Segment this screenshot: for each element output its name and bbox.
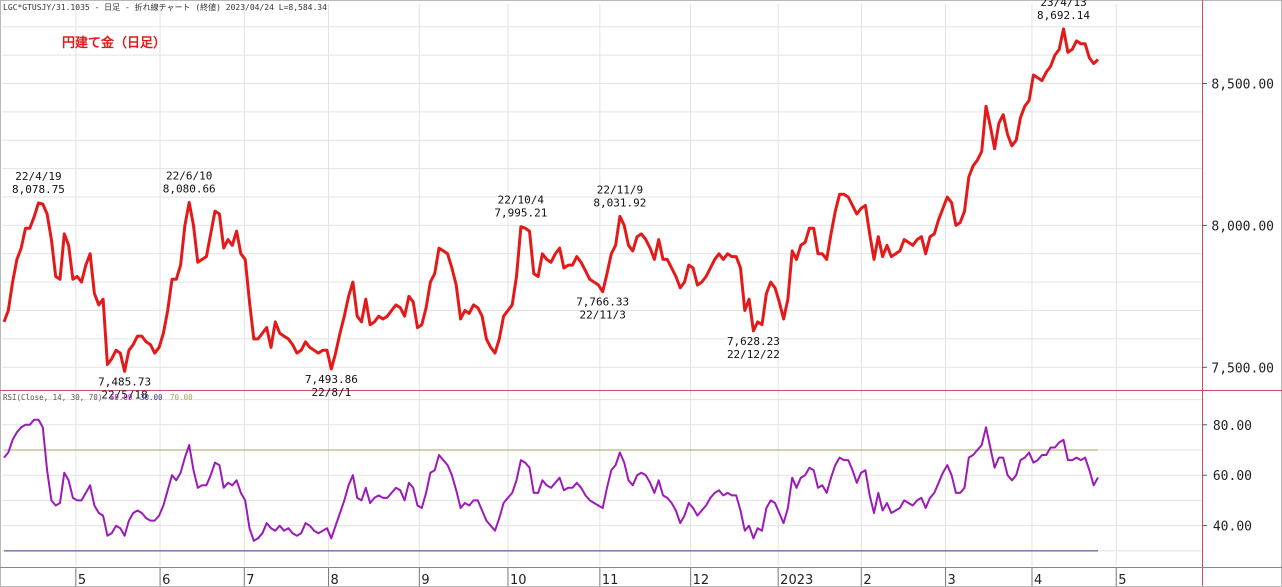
rsi-ytick-label: 80.00: [1213, 419, 1252, 434]
rsi-name: RSI(Close, 14, 30, 70): [3, 393, 102, 402]
annotation-value: 7,766.33: [576, 296, 629, 309]
xtick-label: 12: [693, 573, 710, 587]
price-ytick-label: 7,500.00: [1211, 361, 1274, 376]
annotation-date: 22/12/22: [727, 348, 780, 361]
annotation-date: 22/5/18: [101, 388, 147, 401]
chart-title: 円建て金（日足）: [62, 35, 166, 51]
rsi-current-value: 59.09: [110, 393, 133, 402]
xtick-label: 11: [602, 573, 619, 587]
price-series-line: [2, 27, 1100, 373]
rsi-series-line: [3, 418, 1099, 542]
annotation-value: 8,080.66: [163, 182, 216, 195]
annotation-date: 22/8/1: [311, 386, 351, 399]
xtick-label: 6: [162, 573, 170, 587]
annotation-value: 8,031.92: [593, 196, 646, 209]
xtick-label: 5: [78, 573, 86, 587]
annotation-date: 23/4/13: [1040, 0, 1086, 9]
axes: 7,500.00 8,000.00 8,500.00 40.00 60.00 80.00 5…: [75, 77, 1274, 587]
rsi-upper-threshold: 70.00: [170, 393, 193, 402]
annotation-value: 8,078.75: [12, 183, 65, 196]
xtick-label: 8: [331, 573, 339, 587]
rsi-ytick-label: 60.00: [1213, 469, 1252, 484]
xtick-label: 7: [246, 573, 254, 587]
rsi-ytick-label: 40.00: [1213, 520, 1252, 535]
rsi-lower-threshold: 30.00: [140, 393, 163, 402]
xtick-label: 3: [948, 573, 956, 587]
annotation-value: 7,628.23: [727, 335, 780, 348]
peak-annotation: 22/11/98,031.92: [593, 183, 646, 209]
header-info: LGC*GTUSJY/31.1035 - 日足 - 折れ線チャート (終値) 2…: [3, 2, 327, 12]
rsi-header: RSI(Close, 14, 30, 70) 59.09 30.00 70.00: [3, 393, 193, 402]
peak-annotation: 22/10/47,995.21: [494, 194, 547, 220]
peak-annotation: 23/4/138,692.14: [1037, 0, 1090, 22]
price-ytick-label: 8,500.00: [1211, 77, 1274, 92]
xtick-label: 10: [510, 573, 527, 587]
price-panel: 22/4/198,078.757,485.7322/5/1822/6/108,0…: [2, 0, 1100, 401]
xtick-label: 5: [1118, 573, 1126, 587]
annotation-date: 22/10/4: [498, 194, 545, 207]
price-ytick-label: 8,000.00: [1211, 219, 1274, 234]
annotation-value: 8,692.14: [1037, 9, 1090, 22]
xtick-label: 9: [421, 573, 429, 587]
annotation-date: 22/11/3: [580, 309, 626, 322]
annotation-date: 22/6/10: [166, 169, 212, 182]
peak-annotation: 22/6/108,080.66: [163, 169, 216, 195]
xtick-label: 4: [1034, 573, 1042, 587]
annotation-date: 22/4/19: [15, 170, 61, 183]
rsi-panel: [3, 418, 1099, 552]
annotation-value: 7,493.86: [305, 373, 358, 386]
annotation-value: 7,995.21: [494, 207, 547, 220]
peak-annotation: 22/4/198,078.75: [12, 170, 65, 196]
annotation-value: 7,485.73: [98, 375, 151, 388]
annotation-date: 22/11/9: [597, 183, 643, 196]
xtick-label: 2023: [780, 573, 813, 587]
xtick-label: 2: [863, 573, 871, 587]
